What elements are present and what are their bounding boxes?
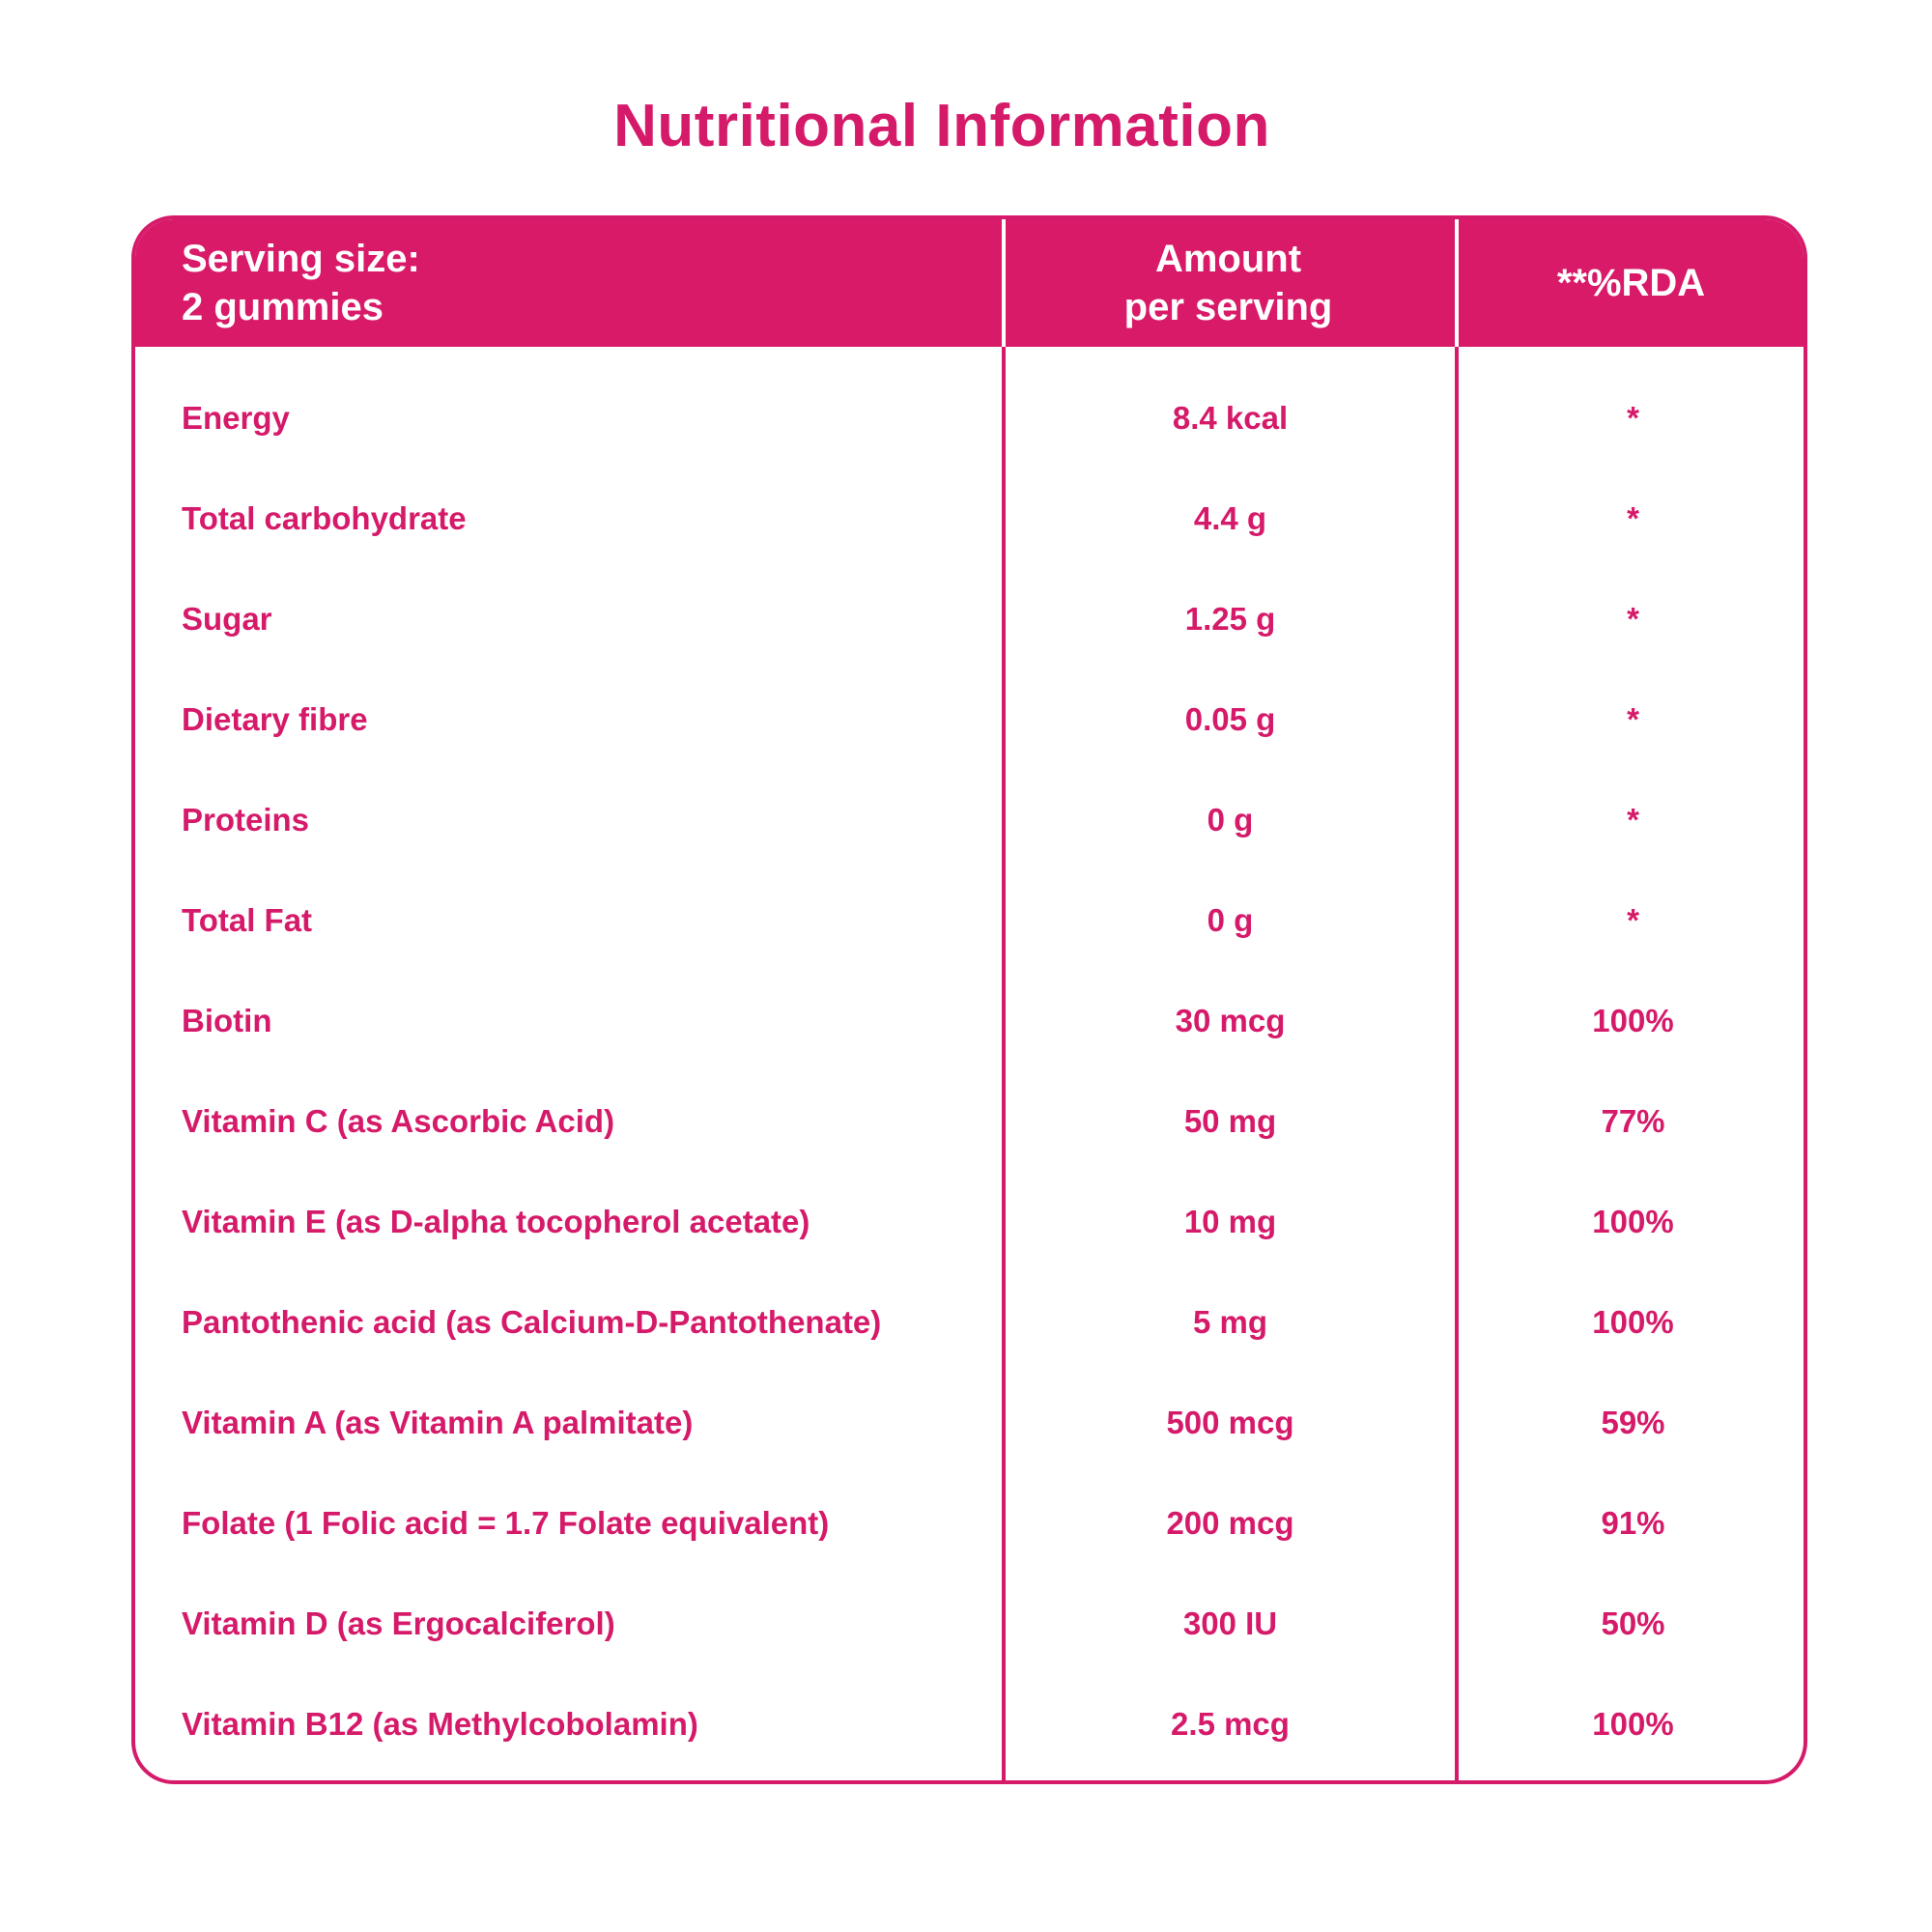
nutrient-rda: 100%: [1592, 1706, 1674, 1742]
nutrient-amount: 4.4 g: [1193, 500, 1267, 536]
table-row: Proteins 0 g *: [135, 770, 1804, 870]
header-divider-2: [1455, 219, 1459, 347]
serving-size-label: Serving size:: [182, 238, 420, 280]
table-row: Vitamin B12 (as Methylcobolamin) 2.5 mcg…: [135, 1674, 1804, 1775]
table-body: Energy 8.4 kcal * Total carbohydrate 4.4…: [135, 347, 1804, 1780]
nutrient-amount: 8.4 kcal: [1172, 400, 1289, 436]
serving-size-value: 2 gummies: [182, 286, 384, 328]
amount-header-line1: Amount: [1154, 238, 1302, 280]
nutrient-amount: 5 mg: [1192, 1304, 1268, 1340]
nutrient-rda: 77%: [1601, 1103, 1665, 1139]
nutrient-name: Vitamin B12 (as Methylcobolamin): [182, 1706, 698, 1742]
nutrition-table: Serving size: 2 gummies Amount per servi…: [131, 215, 1807, 1784]
table-row: Total Fat 0 g *: [135, 870, 1804, 971]
nutrient-amount: 30 mcg: [1175, 1003, 1286, 1038]
nutrient-name: Proteins: [182, 802, 310, 838]
nutrient-rda: 100%: [1592, 1204, 1674, 1239]
nutrient-name: Total carbohydrate: [182, 500, 467, 536]
table-row: Energy 8.4 kcal *: [135, 368, 1804, 469]
rda-header-label: **%RDA: [1556, 262, 1706, 304]
nutrient-name: Vitamin C (as Ascorbic Acid): [182, 1103, 615, 1139]
nutrient-name: Vitamin A (as Vitamin A palmitate): [182, 1405, 694, 1440]
table-row: Vitamin E (as D-alpha tocopherol acetate…: [135, 1172, 1804, 1272]
nutrient-amount: 10 mg: [1183, 1204, 1277, 1239]
nutrient-rda: 91%: [1601, 1505, 1665, 1541]
nutrient-rda: 100%: [1592, 1304, 1674, 1340]
table-row: Dietary fibre 0.05 g *: [135, 669, 1804, 770]
column-divider-1: [1002, 347, 1006, 1780]
nutrient-amount: 0 g: [1207, 902, 1254, 938]
nutrient-rda: *: [1627, 601, 1639, 637]
table-row: Folate (1 Folic acid = 1.7 Folate equiva…: [135, 1473, 1804, 1574]
header-divider-1: [1002, 219, 1006, 347]
nutrient-rda: *: [1627, 400, 1639, 436]
nutrient-rda: 50%: [1601, 1605, 1665, 1641]
column-divider-2: [1455, 347, 1459, 1780]
nutrient-amount: 2.5 mcg: [1171, 1706, 1290, 1742]
nutrient-name: Folate (1 Folic acid = 1.7 Folate equiva…: [182, 1505, 830, 1541]
nutrient-rda: *: [1627, 802, 1639, 838]
table-header: Serving size: 2 gummies Amount per servi…: [135, 219, 1804, 347]
nutrient-name: Biotin: [182, 1003, 272, 1038]
serving-size-header: Serving size: 2 gummies: [182, 219, 1003, 347]
table-row: Sugar 1.25 g *: [135, 569, 1804, 669]
nutrient-amount: 0 g: [1207, 802, 1254, 838]
nutrient-amount: 0.05 g: [1184, 701, 1276, 737]
nutrient-rda: 59%: [1601, 1405, 1665, 1440]
nutrient-rda: *: [1627, 902, 1639, 938]
table-row: Total carbohydrate 4.4 g *: [135, 469, 1804, 569]
nutrient-name: Sugar: [182, 601, 272, 637]
table-rows: Energy 8.4 kcal * Total carbohydrate 4.4…: [135, 368, 1804, 1775]
rda-header: **%RDA: [1455, 219, 1804, 347]
nutrient-amount: 1.25 g: [1184, 601, 1276, 637]
table-row: Biotin 30 mcg 100%: [135, 971, 1804, 1071]
table-row: Vitamin C (as Ascorbic Acid) 50 mg 77%: [135, 1071, 1804, 1172]
table-row: Vitamin D (as Ergocalciferol) 300 IU 50%: [135, 1574, 1804, 1674]
nutrient-name: Energy: [182, 400, 290, 436]
table-row: Pantothenic acid (as Calcium-D-Pantothen…: [135, 1272, 1804, 1373]
table-row: Vitamin A (as Vitamin A palmitate) 500 m…: [135, 1373, 1804, 1473]
amount-header-line2: per serving: [1123, 286, 1333, 328]
amount-header: Amount per serving: [1002, 219, 1455, 347]
nutrient-amount: 300 IU: [1182, 1605, 1278, 1641]
nutrient-amount: 500 mcg: [1166, 1405, 1294, 1440]
nutrient-amount: 200 mcg: [1166, 1505, 1294, 1541]
nutrient-name: Vitamin D (as Ergocalciferol): [182, 1605, 615, 1641]
nutrient-rda: *: [1627, 500, 1639, 536]
nutrient-name: Total Fat: [182, 902, 313, 938]
nutrient-name: Dietary fibre: [182, 701, 368, 737]
nutrient-rda: *: [1627, 701, 1639, 737]
nutrient-amount: 50 mg: [1183, 1103, 1277, 1139]
nutrient-name: Vitamin E (as D-alpha tocopherol acetate…: [182, 1204, 810, 1239]
nutrient-rda: 100%: [1592, 1003, 1674, 1038]
nutrient-name: Pantothenic acid (as Calcium-D-Pantothen…: [182, 1304, 882, 1340]
page-title: Nutritional Information: [613, 93, 1270, 159]
